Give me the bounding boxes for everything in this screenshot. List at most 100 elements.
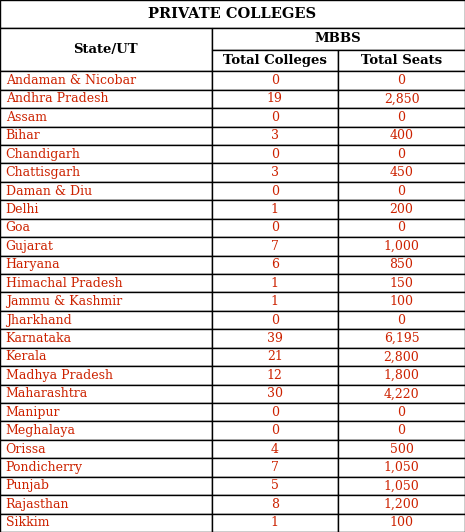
Bar (212, 495, 338, 513)
Text: 1: 1 (271, 516, 279, 529)
Bar (0, 145, 212, 163)
Text: Chandigarh: Chandigarh (6, 148, 80, 161)
Text: 3: 3 (271, 166, 279, 179)
Bar (0, 403, 212, 421)
Text: 12: 12 (267, 369, 283, 382)
Bar (212, 163, 338, 182)
Bar (338, 293, 465, 311)
Text: PRIVATE COLLEGES: PRIVATE COLLEGES (148, 7, 317, 21)
Bar (212, 348, 338, 366)
Bar (212, 50, 338, 71)
Bar (212, 329, 338, 348)
Bar (338, 163, 465, 182)
Bar (338, 477, 465, 495)
Bar (212, 200, 338, 219)
Text: Andhra Pradesh: Andhra Pradesh (6, 93, 108, 105)
Text: 500: 500 (390, 443, 413, 455)
Text: MBBS: MBBS (315, 32, 362, 45)
Text: 19: 19 (267, 93, 283, 105)
Text: 0: 0 (398, 111, 405, 124)
Text: 1,200: 1,200 (384, 498, 419, 511)
Text: Total Colleges: Total Colleges (223, 54, 327, 67)
Bar (338, 274, 465, 293)
Bar (338, 348, 465, 366)
Text: Punjab: Punjab (6, 479, 50, 493)
Bar (212, 90, 338, 108)
Text: Kerala: Kerala (6, 351, 47, 363)
Bar (338, 329, 465, 348)
Bar (0, 255, 212, 274)
Text: Daman & Diu: Daman & Diu (6, 185, 92, 197)
Text: 0: 0 (271, 221, 279, 235)
Bar (0, 477, 212, 495)
Bar (0, 329, 212, 348)
Bar (0, 348, 212, 366)
Bar (338, 71, 465, 90)
Text: Sikkim: Sikkim (6, 516, 49, 529)
Bar (0, 458, 212, 477)
Bar (212, 274, 338, 293)
Bar (338, 311, 465, 329)
Text: 0: 0 (398, 185, 405, 197)
Bar (212, 311, 338, 329)
Text: Gujarat: Gujarat (6, 240, 53, 253)
Text: 6: 6 (271, 259, 279, 271)
Text: 7: 7 (271, 461, 279, 474)
Bar (338, 458, 465, 477)
Text: Haryana: Haryana (6, 259, 60, 271)
Text: State/UT: State/UT (73, 43, 138, 56)
Bar (0, 513, 212, 532)
Text: Karnataka: Karnataka (6, 332, 72, 345)
Text: Assam: Assam (6, 111, 46, 124)
Bar (212, 255, 338, 274)
Bar (212, 513, 338, 532)
Text: Andaman & Nicobar: Andaman & Nicobar (6, 74, 136, 87)
Bar (338, 495, 465, 513)
Bar (338, 421, 465, 440)
Text: 100: 100 (390, 516, 413, 529)
Text: 0: 0 (271, 424, 279, 437)
Text: 6,195: 6,195 (384, 332, 419, 345)
Text: 8: 8 (271, 498, 279, 511)
Text: 0: 0 (398, 313, 405, 327)
Text: Chattisgarh: Chattisgarh (6, 166, 81, 179)
Bar (212, 403, 338, 421)
Text: 4: 4 (271, 443, 279, 455)
Bar (0, 108, 212, 127)
Bar (0, 495, 212, 513)
Text: 1: 1 (271, 295, 279, 308)
Bar (0, 237, 212, 255)
Bar (212, 127, 338, 145)
Text: Himachal Pradesh: Himachal Pradesh (6, 277, 122, 290)
Bar (338, 219, 465, 237)
Text: 0: 0 (398, 148, 405, 161)
Text: 2,850: 2,850 (384, 93, 419, 105)
Text: Orissa: Orissa (6, 443, 46, 455)
Text: 1,050: 1,050 (384, 479, 419, 493)
Text: 0: 0 (398, 424, 405, 437)
Bar (0, 163, 212, 182)
Bar (338, 90, 465, 108)
Text: 850: 850 (390, 259, 413, 271)
Text: 1: 1 (271, 277, 279, 290)
Bar (0, 219, 212, 237)
Bar (0, 28, 212, 71)
Bar (212, 477, 338, 495)
Bar (338, 127, 465, 145)
Text: Bihar: Bihar (6, 129, 40, 142)
Bar (0, 274, 212, 293)
Text: Meghalaya: Meghalaya (6, 424, 76, 437)
Text: 1,000: 1,000 (384, 240, 419, 253)
Text: Jammu & Kashmir: Jammu & Kashmir (6, 295, 122, 308)
Bar (338, 440, 465, 458)
Bar (0, 182, 212, 200)
Text: 0: 0 (398, 406, 405, 419)
Text: 0: 0 (271, 111, 279, 124)
Bar (212, 366, 338, 385)
Bar (0, 440, 212, 458)
Bar (212, 385, 338, 403)
Bar (212, 219, 338, 237)
Bar (212, 182, 338, 200)
Text: Total Seats: Total Seats (361, 54, 442, 67)
Text: 400: 400 (390, 129, 413, 142)
